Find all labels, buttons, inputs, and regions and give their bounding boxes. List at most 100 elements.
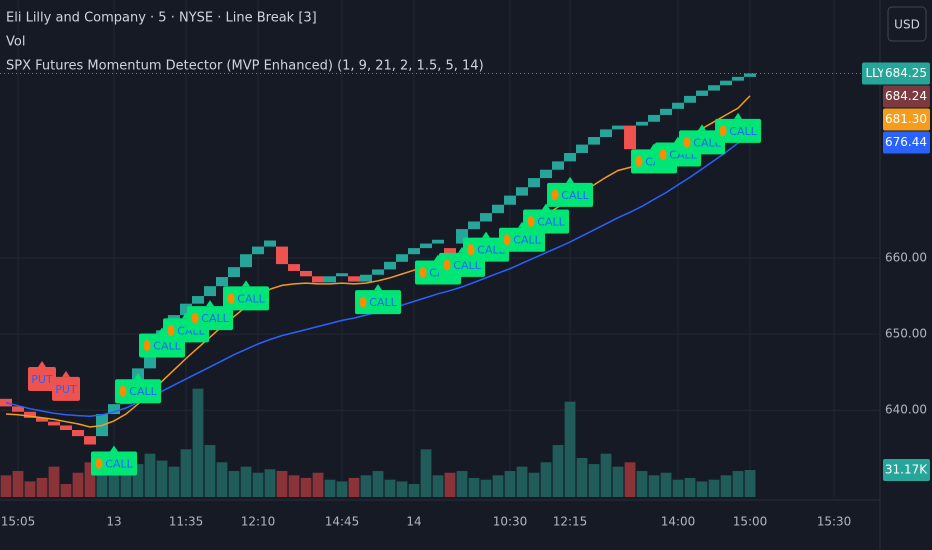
signal-box <box>523 209 570 234</box>
volume-bar <box>660 472 672 497</box>
volume-bar <box>420 449 432 497</box>
signal-pointer <box>734 112 743 119</box>
volume-bar <box>60 484 72 497</box>
signal: CALL <box>187 300 234 331</box>
flame-icon <box>167 324 175 336</box>
y-tick-label: 660.00 <box>885 251 927 265</box>
brick <box>228 267 241 278</box>
signal-box <box>91 451 138 476</box>
brick <box>60 425 73 431</box>
brick <box>12 406 25 412</box>
signal-pointer <box>542 203 551 210</box>
signal-label: CALL <box>105 458 133 471</box>
y-tick-label: 650.00 <box>885 327 927 341</box>
signal-box <box>715 118 762 143</box>
volume-bar <box>564 401 576 497</box>
flame-icon <box>683 136 691 148</box>
flame-icon <box>95 458 103 470</box>
brick <box>636 121 649 126</box>
volume-bar <box>204 445 216 497</box>
signal-pointer <box>566 176 575 183</box>
brick <box>420 243 433 249</box>
volume-bar <box>396 481 408 497</box>
flame-icon <box>227 292 235 304</box>
brick <box>276 246 289 265</box>
indicator-label: SPX Futures Momentum Detector (MVP Enhan… <box>6 59 484 74</box>
brick <box>372 269 385 275</box>
brick <box>480 213 493 222</box>
signal-label: CALL <box>153 340 181 353</box>
flame-icon <box>119 385 127 397</box>
brick <box>192 296 205 304</box>
signal-box <box>463 237 510 262</box>
signal-pointer <box>206 300 215 307</box>
brick <box>732 76 745 81</box>
signal-pointer <box>698 124 707 131</box>
x-tick-label: 13 <box>106 515 121 529</box>
volume-bar <box>120 471 132 497</box>
brick <box>336 273 349 277</box>
x-tick-label: 14 <box>406 515 421 529</box>
signal-label: CALL <box>693 136 721 149</box>
brick <box>204 286 217 297</box>
signal-box <box>679 130 726 155</box>
currency-label[interactable]: USD <box>894 18 920 32</box>
signal-pointer <box>134 373 143 380</box>
brick <box>672 102 685 109</box>
signal-pointer <box>62 370 71 377</box>
symbol-label: LLY <box>865 66 885 80</box>
brick <box>360 274 373 282</box>
signal-box <box>499 227 546 252</box>
brick <box>696 90 709 96</box>
volume-bar <box>708 479 720 497</box>
volume-bar <box>12 471 24 497</box>
volume-bar <box>252 472 264 497</box>
signal: CALL <box>523 203 570 234</box>
volume-bar <box>48 466 60 497</box>
x-tick-label: 11:35 <box>169 515 204 529</box>
currency-button[interactable] <box>887 6 927 42</box>
volume-bar <box>732 471 744 497</box>
signal-label: CALL <box>729 125 757 138</box>
flame-icon <box>659 149 667 161</box>
brick <box>564 152 577 162</box>
flame-icon <box>443 259 451 271</box>
volume-bar <box>264 469 276 497</box>
flame-icon <box>191 312 199 324</box>
signal: PUT <box>28 361 57 392</box>
volume-bar <box>576 458 588 497</box>
signal: CALL <box>355 284 402 315</box>
volume-bar <box>648 475 660 497</box>
price-tag <box>883 131 930 154</box>
volume-bar <box>156 460 168 497</box>
volume-bar <box>192 388 204 497</box>
signal: PUT <box>52 370 81 401</box>
signal-label: CALL <box>537 215 565 228</box>
volume-bar <box>336 481 348 497</box>
brick <box>720 80 733 86</box>
volume-bar <box>600 453 612 497</box>
price-tag <box>883 108 930 131</box>
volume-bar <box>516 466 528 497</box>
brick <box>24 411 37 418</box>
signal-label: CALL <box>513 234 541 247</box>
volume-bar <box>456 471 468 497</box>
signal-box <box>547 182 594 207</box>
volume-bar <box>96 468 108 497</box>
brick <box>312 276 325 283</box>
signal: CALL <box>91 445 138 476</box>
price-tag-label: 684.25 <box>885 66 927 80</box>
signal-label: PUT <box>55 383 77 396</box>
signal: CALL <box>223 280 270 311</box>
volume-bar <box>36 477 48 497</box>
signal-label: PUT <box>31 373 53 386</box>
volume-bar <box>348 477 360 497</box>
brick <box>432 239 445 244</box>
volume-bar <box>108 458 120 497</box>
flame-icon <box>635 155 643 167</box>
signal: CALL <box>679 124 726 155</box>
volume-bar <box>0 475 12 497</box>
x-tick-label: 14:00 <box>661 515 696 529</box>
signal-box <box>187 306 234 331</box>
brick <box>348 276 361 282</box>
